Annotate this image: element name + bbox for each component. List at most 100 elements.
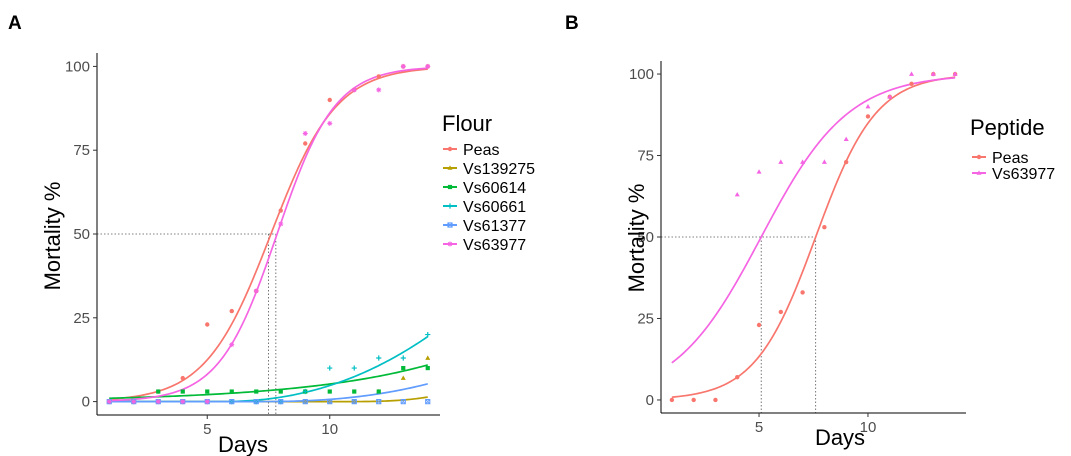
panel-b-y-tick-label-100: 100 <box>629 66 654 83</box>
panel-b-point-vs63977-11 <box>887 94 893 99</box>
panel-b-point-vs63977-13 <box>930 71 936 76</box>
panel-a-point-vs63977-10 <box>327 120 333 126</box>
panel-b-point-vs63977-4 <box>734 192 740 197</box>
panel-b-point-peas-6 <box>778 309 784 315</box>
panel-a-fit-vs63977 <box>109 67 428 402</box>
panel-a-legend-marker-vs139275 <box>447 165 453 170</box>
panel-a-y-tick-label-25: 25 <box>73 310 90 327</box>
panel-a-point-vs60661-12 <box>376 355 382 361</box>
panel-a-y-tick-label-0: 0 <box>82 394 90 411</box>
panel-b-legend-item-vs63977: Vs63977 <box>972 166 1055 183</box>
panel-b-legend-label-vs63977: Vs63977 <box>992 166 1055 183</box>
panel-a-y-tick-label-100: 100 <box>65 58 90 75</box>
panel-b-point-vs63977-7 <box>800 159 806 164</box>
panel-a-point-peas-10 <box>327 97 332 103</box>
panel-b-point-peas-1 <box>669 397 675 403</box>
panel-a-reference-lines <box>97 233 277 415</box>
panel-a-point-vs60661-13 <box>400 355 406 361</box>
panel-a-point-vs61377-10 <box>327 398 333 405</box>
panel-b-point-vs63977-14 <box>952 71 958 76</box>
panel-a-legend-label-vs63977: Vs63977 <box>463 237 526 254</box>
panel-a-data-points <box>106 63 431 405</box>
panel-b-axes: 0 25 50 75 100 5 10 <box>629 61 966 436</box>
panel-a-letter: A <box>8 13 22 34</box>
panel-a-point-vs60614-3 <box>156 389 161 394</box>
panel-a-point-vs139275-13 <box>400 375 406 380</box>
panel-a-point-vs63977-1 <box>106 399 112 405</box>
panel-a-point-peas-5 <box>205 322 210 327</box>
panel-a-point-peas-8 <box>278 208 283 213</box>
panel-b-legend-title: Peptide <box>970 115 1045 140</box>
panel-a-point-vs63977-11 <box>351 87 357 93</box>
panel-b-fit-peas <box>671 76 956 399</box>
panel-b-y-tick-label-0: 0 <box>646 392 654 409</box>
panel-a-point-peas-9 <box>303 141 308 146</box>
panel-a-point-vs60614-10 <box>327 389 332 394</box>
panel-a-point-vs63977-13 <box>400 63 406 69</box>
panel-b-fit-curves <box>671 76 956 399</box>
panel-a-point-vs63977-14 <box>425 63 431 69</box>
panel-a-point-vs60614-6 <box>229 389 234 394</box>
panel-a-fit-vs60614 <box>109 364 428 400</box>
panel-a-point-vs63977-6 <box>229 342 235 348</box>
panel-a-point-vs61377-7 <box>253 398 259 405</box>
panel-a-point-vs60614-8 <box>278 389 283 394</box>
panel-a-point-peas-4 <box>180 375 185 381</box>
panel-a-point-vs60614-12 <box>376 389 381 394</box>
panel-b-point-peas-5 <box>756 322 762 328</box>
panel-b-point-peas-3 <box>713 397 718 403</box>
panel-a-point-vs60614-4 <box>180 389 185 394</box>
panel-a-legend-marker-vs63977 <box>447 241 453 247</box>
panel-a-point-vs63977-3 <box>155 399 161 405</box>
panel-a-point-vs60614-13 <box>401 365 406 371</box>
panel-b-point-peas-4 <box>735 374 740 380</box>
panel-b-point-vs63977-5 <box>756 169 762 174</box>
panel-a-legend-marker-vs60614 <box>447 184 453 190</box>
panel-b-data-points <box>669 71 958 403</box>
panel-a-point-vs60661-14 <box>425 331 431 338</box>
panel-a-point-vs63977-8 <box>278 221 284 227</box>
panel-b-y-tick-label-50: 50 <box>637 229 654 246</box>
panel-a-point-vs60661-9 <box>302 388 308 395</box>
panel-a-point-vs61377-14 <box>425 398 431 405</box>
panel-a-legend-label-vs60614: Vs60614 <box>463 180 526 197</box>
panel-a-x-tick-label-10: 10 <box>321 421 338 438</box>
panel-a-point-vs60614-5 <box>205 389 210 394</box>
panel-a-legend-label-peas: Peas <box>463 142 499 159</box>
panel-a-legend-item-vs60661: Vs60661 <box>443 199 526 216</box>
panel-a-point-vs60661-10 <box>327 365 333 371</box>
panel-a-legend-label-vs61377: Vs61377 <box>463 218 526 235</box>
panel-b-point-peas-7 <box>800 290 805 295</box>
panel-b-legend-item-peas: Peas <box>972 150 1028 167</box>
panel-a-legend-item-vs139275: Vs139275 <box>443 161 535 178</box>
panel-a-x-tick-label-5: 5 <box>203 421 211 438</box>
panel-a-point-peas-6 <box>229 308 234 314</box>
panel-a-point-vs61377-12 <box>376 398 382 405</box>
panel-a-x-axis-title: Days <box>218 432 268 456</box>
panel-b-point-vs63977-10 <box>865 104 871 109</box>
panel-a-point-vs63977-9 <box>302 130 308 136</box>
panel-a-point-vs60661-11 <box>351 365 357 371</box>
panel-b: B 0 25 50 75 100 5 10 Days Mortality % Peptide… <box>565 13 1055 450</box>
panel-b-y-axis-title: Mortality % <box>624 184 649 293</box>
panel-a-point-vs63977-12 <box>376 87 382 93</box>
panel-b-point-vs63977-12 <box>909 71 915 76</box>
panel-b-point-vs63977-6 <box>778 159 784 164</box>
panel-a-legend-item-vs60614: Vs60614 <box>443 180 526 197</box>
panel-b-x-tick-label-5: 5 <box>755 419 763 436</box>
panel-a-legend-marker-peas <box>447 146 453 152</box>
panel-a-point-vs61377-9 <box>302 398 308 405</box>
panel-a-legend-title: Flour <box>442 111 492 136</box>
panel-a-legend-marker-vs61377 <box>447 222 453 228</box>
panel-b-reference-lines <box>661 236 817 413</box>
panel-b-point-vs63977-8 <box>821 159 827 164</box>
panel-b-point-peas-2 <box>691 397 696 403</box>
panel-a-legend-item-peas: Peas <box>443 142 499 159</box>
panel-a-y-tick-label-75: 75 <box>73 142 90 159</box>
panel-a-point-vs63977-4 <box>180 399 186 405</box>
panel-a-point-vs139275-14 <box>425 355 431 360</box>
panel-a-point-peas-12 <box>376 74 381 79</box>
panel-a-fit-curves <box>109 67 429 403</box>
panel-a-point-vs63977-7 <box>253 288 259 294</box>
